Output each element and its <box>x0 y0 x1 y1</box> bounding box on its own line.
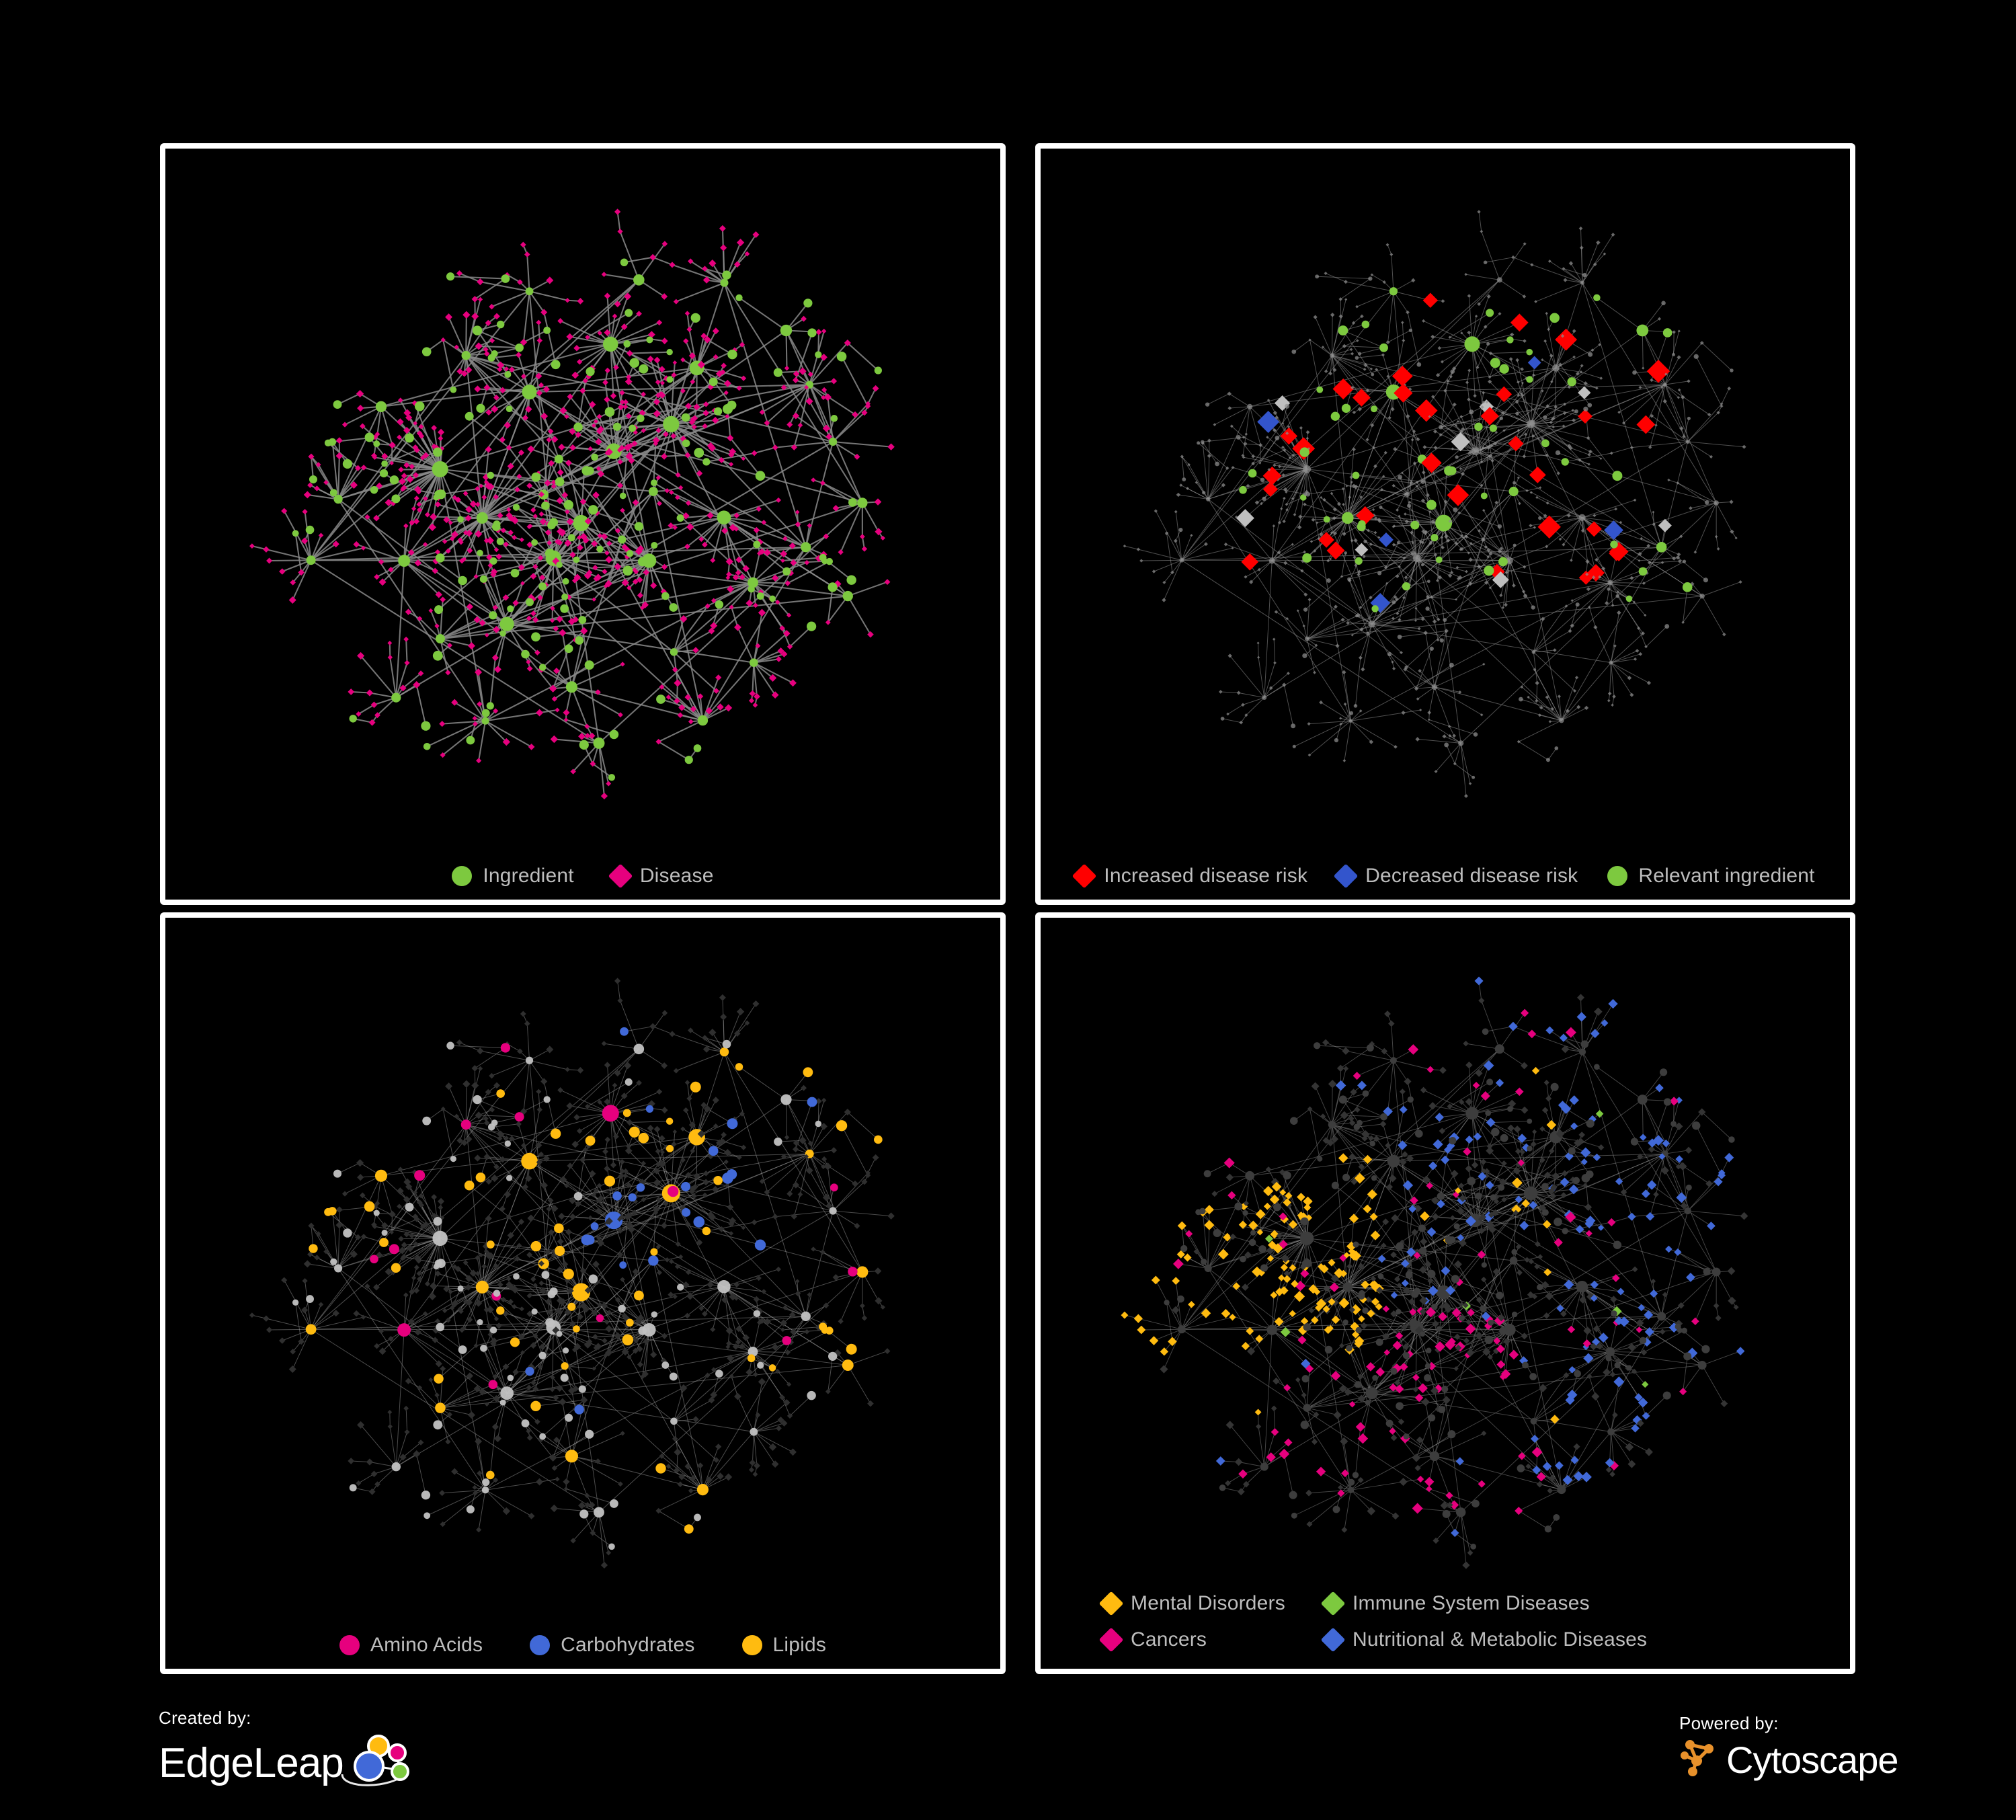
edgeleap-branding[interactable]: Created by: EdgeLeap <box>159 1708 415 1794</box>
legend-label: Lipids <box>772 1634 827 1656</box>
cancers-diamond-icon <box>1098 1627 1124 1653</box>
decreased-risk-diamond-icon <box>1333 863 1359 889</box>
legend-panel-2: Increased disease risk Decreased disease… <box>1041 863 1850 889</box>
panel-disease-classes[interactable]: Mental Disorders Cancers Immune System D… <box>1035 912 1855 1674</box>
powered-by-label: Powered by: <box>1679 1713 1779 1733</box>
legend-panel-3: Amino Acids Carbohydrates Lipids <box>165 1634 1000 1657</box>
legend-label: Ingredient <box>483 865 574 887</box>
legend-item-cancers: Cancers <box>1098 1627 1324 1653</box>
immune-system-diamond-icon <box>1320 1591 1346 1616</box>
network-canvas-2[interactable] <box>1041 149 1850 900</box>
amino-acids-circle-icon <box>339 1635 360 1655</box>
legend-label: Relevant ingredient <box>1638 865 1815 887</box>
created-by-label: Created by: <box>159 1708 251 1728</box>
increased-risk-diamond-icon <box>1072 863 1097 889</box>
edgeleap-wordmark: EdgeLeap <box>159 1739 344 1786</box>
legend-label: Decreased disease risk <box>1365 865 1578 887</box>
legend-item-nutritional-metabolic: Nutritional & Metabolic Diseases <box>1320 1627 1648 1653</box>
disease-diamond-icon <box>608 863 633 889</box>
legend-label: Carbohydrates <box>561 1634 695 1656</box>
network-canvas-3[interactable] <box>165 918 1000 1669</box>
cytoscape-node-graph-icon <box>1679 1738 1720 1782</box>
legend-panel-1: Ingredient Disease <box>165 863 1000 889</box>
mental-disorders-diamond-icon <box>1098 1591 1124 1616</box>
legend-label: Cancers <box>1131 1628 1207 1651</box>
carbohydrates-circle-icon <box>530 1635 551 1655</box>
legend-label: Amino Acids <box>370 1634 483 1656</box>
edgeleap-node-graph-icon <box>339 1733 415 1794</box>
cytoscape-logo-row: Cytoscape <box>1679 1738 1899 1782</box>
legend-item-lipids: Lipids <box>741 1634 827 1657</box>
legend-item-mental-disorders: Mental Disorders <box>1098 1591 1324 1616</box>
legend-item-disease: Disease <box>608 863 714 889</box>
legend-label: Immune System Diseases <box>1353 1592 1590 1614</box>
cytoscape-wordmark: Cytoscape <box>1726 1738 1899 1781</box>
panel-grid: Ingredient Disease Increased disease ris… <box>160 143 1855 1674</box>
lipids-circle-icon <box>741 1635 762 1655</box>
legend-label: Nutritional & Metabolic Diseases <box>1353 1628 1648 1651</box>
footer: Created by: EdgeLeap <box>0 1681 2016 1820</box>
relevant-ingredient-circle-icon <box>1607 866 1628 886</box>
legend-column-left: Mental Disorders Cancers <box>1098 1591 1324 1653</box>
legend-column-right: Immune System Diseases Nutritional & Met… <box>1320 1591 1648 1653</box>
panel-disease-risk[interactable]: Increased disease risk Decreased disease… <box>1035 143 1855 905</box>
legend-label: Mental Disorders <box>1131 1592 1285 1614</box>
network-canvas-4[interactable] <box>1041 918 1850 1669</box>
legend-item-ingredient: Ingredient <box>452 865 574 887</box>
panel-nutrient-classes[interactable]: Amino Acids Carbohydrates Lipids <box>160 912 1006 1674</box>
legend-item-amino-acids: Amino Acids <box>339 1634 483 1657</box>
legend-item-immune-system: Immune System Diseases <box>1320 1591 1647 1616</box>
legend-item-relevant-ingredient: Relevant ingredient <box>1607 865 1815 887</box>
edgeleap-logo-row: EdgeLeap <box>159 1733 415 1794</box>
legend-label: Increased disease risk <box>1104 865 1308 887</box>
nutritional-metabolic-diamond-icon <box>1320 1627 1346 1653</box>
legend-item-decreased-risk: Decreased disease risk <box>1333 863 1578 889</box>
ingredient-circle-icon <box>452 866 473 886</box>
legend-item-carbohydrates: Carbohydrates <box>530 1634 694 1657</box>
legend-label: Disease <box>639 865 714 887</box>
network-canvas-1[interactable] <box>165 149 1000 900</box>
legend-panel-4: Mental Disorders Cancers Immune System D… <box>1041 1591 1850 1653</box>
panel-ingredient-disease[interactable]: Ingredient Disease <box>160 143 1006 905</box>
legend-item-increased-risk: Increased disease risk <box>1072 863 1308 889</box>
cytoscape-branding[interactable]: Powered by: <box>1679 1713 1899 1782</box>
